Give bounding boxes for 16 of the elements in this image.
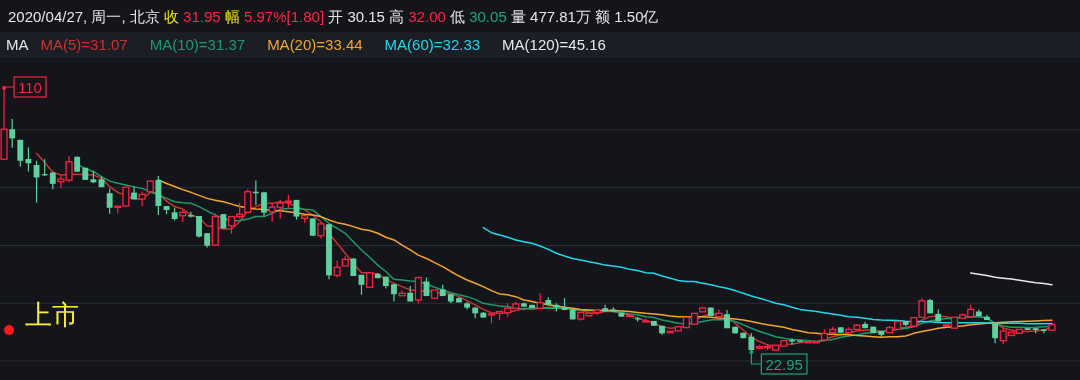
chart-title: 2020/04/27, 周一, 北京 收 31.95 幅 5.97%[1.80] 开 30.15 高 32.00 低 30.05 量 477.81万 额 1.50亿 xyxy=(8,8,659,25)
annotation: 110 xyxy=(18,78,42,96)
text: MA(60)=32.33 xyxy=(384,36,481,53)
text: MA(5)=31.07 xyxy=(40,36,128,53)
candlestick xyxy=(789,337,795,346)
candlestick xyxy=(9,118,16,149)
candlestick xyxy=(261,191,267,218)
annotation: 上市 xyxy=(25,300,79,330)
text: MA(10)=31.37 xyxy=(149,36,246,53)
candlestick xyxy=(17,139,24,168)
legend-title: MA xyxy=(6,36,29,53)
text: MA(120)=45.16 xyxy=(502,36,606,53)
candlestick xyxy=(333,260,341,279)
text: 22.95 xyxy=(765,355,803,373)
candlestick xyxy=(106,187,113,215)
text: MA(20)=33.44 xyxy=(267,36,363,53)
